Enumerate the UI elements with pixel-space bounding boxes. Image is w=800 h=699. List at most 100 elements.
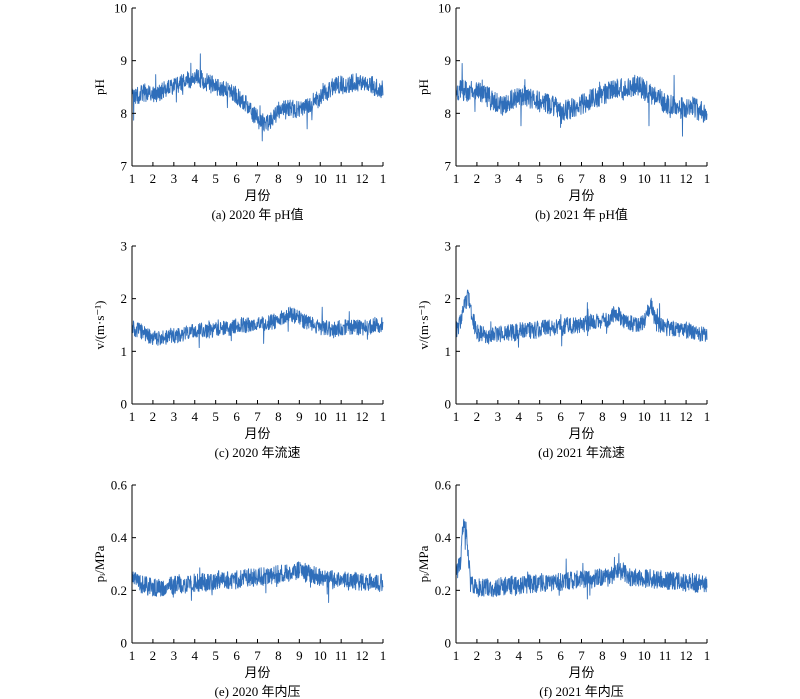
x-tick-label: 1	[129, 171, 136, 186]
x-tick-label: 3	[495, 171, 502, 186]
x-tick-label: 5	[536, 409, 543, 424]
y-axis-title: pᵢ/MPa	[416, 545, 431, 582]
y-tick-label: 9	[445, 53, 452, 68]
x-tick-label: 6	[233, 648, 240, 663]
x-tick-label: 4	[516, 648, 523, 663]
y-axis-title: v/(m·s⁻¹)	[92, 300, 107, 349]
x-tick-label: 8	[599, 648, 606, 663]
y-tick-label: 3	[121, 239, 128, 254]
x-tick-label: 10	[314, 171, 327, 186]
x-tick-label: 1	[704, 648, 711, 663]
x-tick-label: 6	[557, 648, 564, 663]
x-tick-label: 8	[275, 648, 282, 663]
x-tick-label: 11	[335, 409, 348, 424]
y-axis-title: pH	[92, 79, 107, 95]
y-tick-label: 0	[445, 397, 452, 412]
x-tick-label: 2	[150, 648, 157, 663]
x-tick-label: 1	[129, 648, 136, 663]
series-line	[455, 289, 708, 348]
x-tick-label: 10	[638, 409, 651, 424]
series-line	[131, 561, 384, 603]
y-tick-label: 0	[121, 397, 128, 412]
x-tick-label: 1	[380, 171, 387, 186]
x-tick-label: 5	[212, 409, 219, 424]
x-tick-label: 10	[314, 409, 327, 424]
x-axis-title: 月份	[568, 427, 594, 442]
y-tick-label: 0.6	[111, 478, 128, 493]
y-tick-label: 0	[121, 636, 128, 651]
x-tick-label: 6	[557, 409, 564, 424]
x-tick-label: 9	[620, 648, 627, 663]
x-tick-label: 1	[453, 409, 460, 424]
y-tick-label: 7	[121, 159, 128, 174]
x-axis-title: 月份	[244, 189, 270, 204]
y-tick-label: 2	[445, 291, 452, 306]
y-tick-label: 0.6	[435, 478, 452, 493]
x-tick-label: 7	[254, 648, 261, 663]
x-tick-label: 1	[704, 171, 711, 186]
x-tick-label: 4	[516, 171, 523, 186]
x-tick-label: 4	[192, 648, 199, 663]
y-tick-label: 0.2	[435, 583, 451, 598]
y-tick-label: 8	[445, 106, 452, 121]
x-tick-label: 11	[659, 171, 672, 186]
y-tick-label: 0.2	[111, 583, 127, 598]
x-tick-label: 5	[536, 171, 543, 186]
x-tick-label: 12	[680, 648, 693, 663]
subfigure-caption: (b) 2021 年 pH值	[535, 207, 628, 222]
y-tick-label: 10	[114, 1, 127, 16]
y-axis-title: pᵢ/MPa	[92, 545, 107, 582]
x-axis-title: 月份	[568, 189, 594, 204]
x-tick-label: 6	[233, 409, 240, 424]
x-tick-label: 3	[171, 409, 178, 424]
x-tick-label: 2	[150, 409, 157, 424]
y-tick-label: 7	[445, 159, 452, 174]
y-axis-title: v/(m·s⁻¹)	[416, 300, 431, 349]
x-tick-label: 5	[212, 171, 219, 186]
x-tick-label: 11	[335, 171, 348, 186]
x-tick-label: 1	[453, 648, 460, 663]
y-tick-label: 10	[438, 1, 451, 16]
x-tick-label: 12	[356, 648, 369, 663]
x-tick-label: 4	[192, 409, 199, 424]
x-tick-label: 6	[233, 171, 240, 186]
x-tick-label: 2	[474, 171, 481, 186]
x-tick-label: 2	[150, 171, 157, 186]
subfigure-caption: (f) 2021 年内压	[539, 684, 624, 699]
x-tick-label: 8	[275, 409, 282, 424]
x-tick-label: 10	[314, 648, 327, 663]
y-tick-label: 8	[121, 106, 128, 121]
x-tick-label: 12	[680, 171, 693, 186]
x-tick-label: 1	[704, 409, 711, 424]
x-axis-title: 月份	[244, 427, 270, 442]
x-tick-label: 12	[680, 409, 693, 424]
x-tick-label: 10	[638, 171, 651, 186]
x-tick-label: 3	[495, 648, 502, 663]
x-tick-label: 10	[638, 648, 651, 663]
y-tick-label: 0.4	[435, 530, 452, 545]
subfigure-caption: (c) 2020 年流速	[215, 445, 301, 460]
x-tick-label: 11	[659, 409, 672, 424]
x-tick-label: 9	[620, 171, 627, 186]
x-tick-label: 5	[536, 648, 543, 663]
y-tick-label: 1	[121, 344, 128, 359]
x-tick-label: 7	[578, 171, 585, 186]
x-tick-label: 8	[275, 171, 282, 186]
series-line	[131, 53, 384, 142]
x-axis-title: 月份	[568, 666, 594, 681]
x-tick-label: 9	[296, 171, 303, 186]
x-tick-label: 4	[516, 409, 523, 424]
x-tick-label: 1	[453, 171, 460, 186]
x-tick-label: 7	[254, 409, 261, 424]
x-tick-label: 5	[212, 648, 219, 663]
x-axis-title: 月份	[244, 666, 270, 681]
series-line	[131, 306, 384, 349]
x-tick-label: 1	[380, 648, 387, 663]
y-tick-label: 1	[445, 344, 452, 359]
x-tick-label: 7	[578, 648, 585, 663]
x-tick-label: 8	[599, 171, 606, 186]
